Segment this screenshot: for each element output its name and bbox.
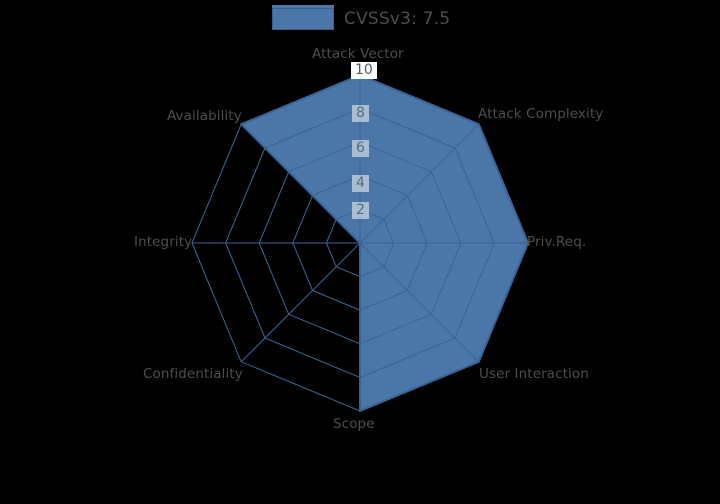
radial-tick-2: 2 (352, 202, 369, 220)
radar-axis-spoke-overlay (359, 242, 480, 363)
radial-tick-4: 4 (352, 175, 369, 193)
radar-axis-spoke-overlay (240, 123, 361, 244)
radial-tick-10: 10 (351, 62, 377, 80)
axis-label-priv-req: Priv.Req. (527, 234, 587, 250)
axis-label-confidentiality: Confidentiality (143, 366, 243, 382)
legend-entry-label: CVSSv3: 7.5 (344, 9, 451, 29)
radial-tick-6: 6 (352, 140, 369, 158)
chart-legend: CVSSv3: 7.5 (272, 8, 450, 30)
axis-label-attack-vector: Attack Vector (312, 46, 404, 62)
axis-label-availability: Availability (167, 108, 242, 124)
axis-label-user-interaction: User Interaction (479, 366, 589, 382)
radial-tick-8: 8 (352, 105, 369, 123)
radar-series-group (191, 74, 529, 412)
cvss-series-swatch (272, 8, 334, 30)
radar-axis-spoke-overlay (359, 123, 480, 244)
radar-axis-spoke-overlay (240, 242, 361, 363)
axis-label-integrity: Integrity (134, 234, 193, 250)
axis-label-attack-complexity: Attack Complexity (478, 106, 604, 122)
axis-label-scope: Scope (333, 416, 375, 432)
